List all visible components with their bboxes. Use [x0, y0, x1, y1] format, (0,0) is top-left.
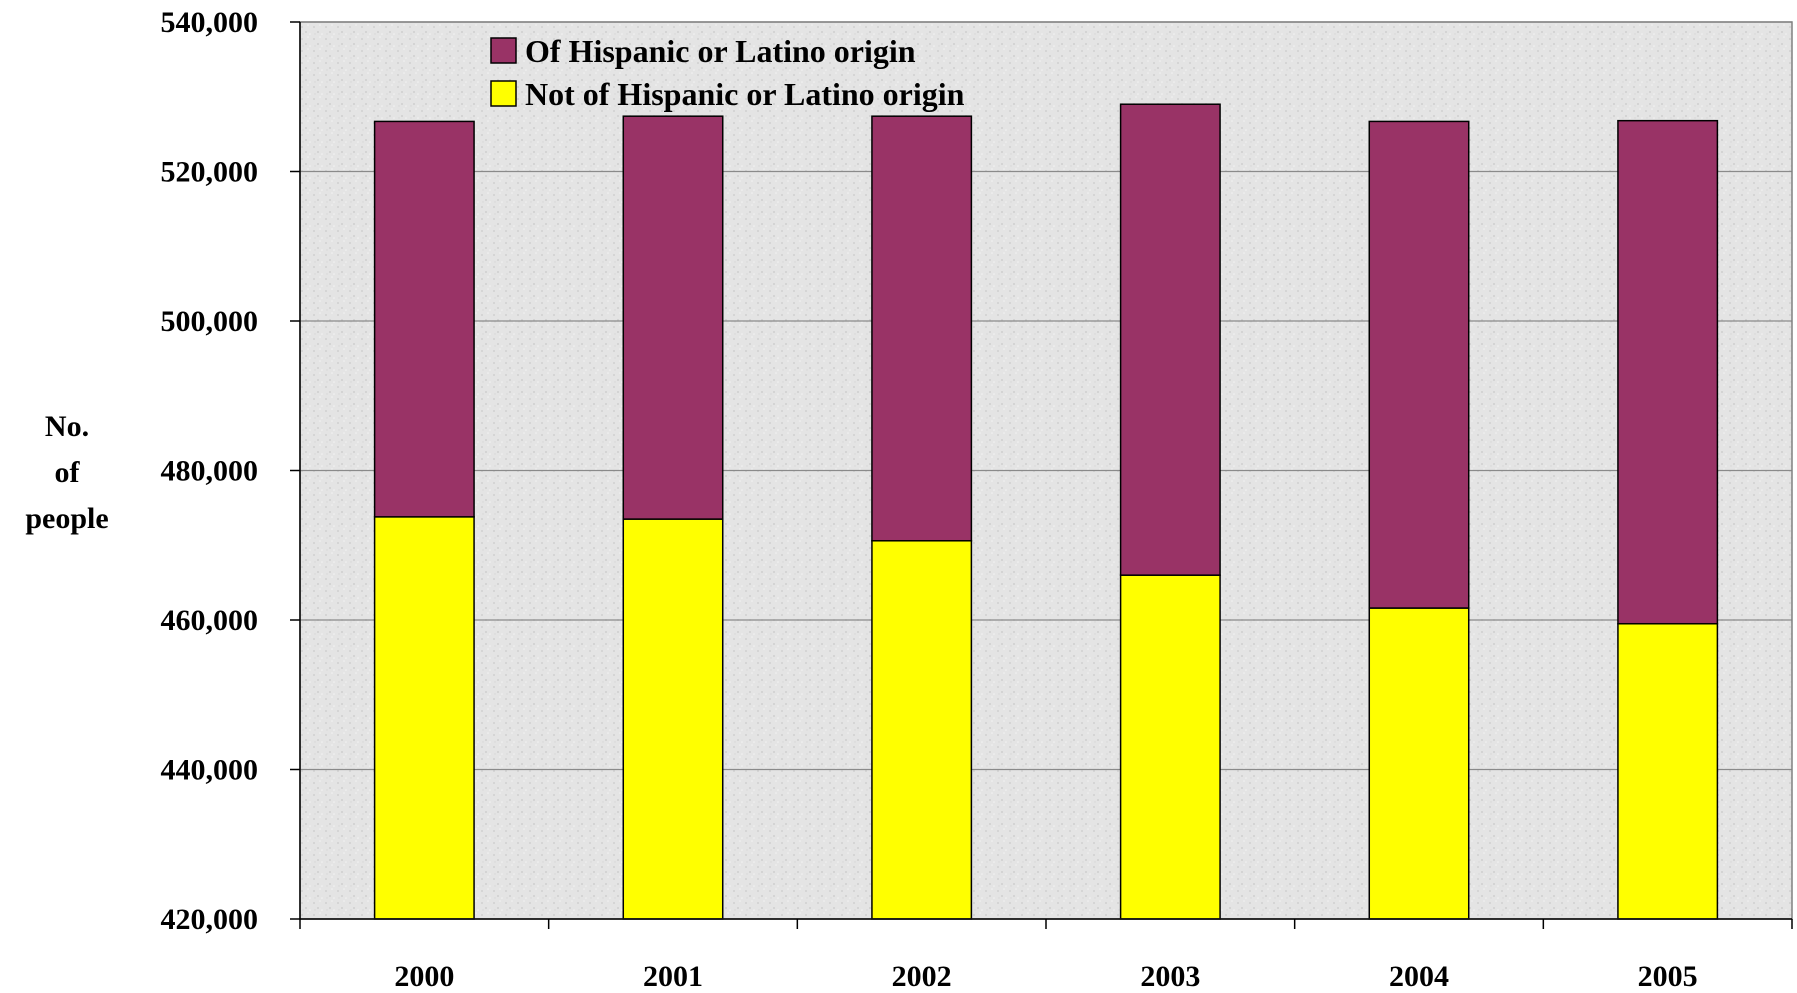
bars	[373, 103, 1719, 920]
bar-segment-not-hispanic-2003	[1119, 574, 1221, 920]
bar-segment-not-hispanic-2002	[871, 540, 973, 920]
x-tick-label: 2004	[1389, 960, 1449, 993]
bar-segment-not-hispanic-2001	[622, 518, 724, 920]
legend-label-hispanic: Of Hispanic or Latino origin	[525, 33, 916, 69]
y-tick-label: 500,000	[161, 305, 259, 338]
bar-segment-not-hispanic-2000	[373, 516, 475, 920]
y-axis-title-line-2: of	[55, 456, 81, 489]
bar-segment-hispanic-2003	[1119, 103, 1221, 576]
x-tick-label: 2005	[1638, 960, 1698, 993]
bar-segment-hispanic-2001	[622, 115, 724, 520]
legend-label-not-hispanic: Not of Hispanic or Latino origin	[525, 76, 965, 112]
legend: Of Hispanic or Latino origin Not of Hisp…	[490, 33, 965, 112]
x-tick-label: 2002	[892, 960, 952, 993]
bar-segment-hispanic-2005	[1617, 119, 1719, 625]
y-tick-label: 540,000	[161, 6, 259, 39]
y-tick-label: 440,000	[161, 754, 259, 787]
y-tick-label: 480,000	[161, 455, 259, 488]
legend-swatch-hispanic	[490, 37, 517, 64]
bar-segment-not-hispanic-2005	[1617, 622, 1719, 920]
x-tick-label: 2001	[643, 960, 703, 993]
y-tick-label: 460,000	[161, 604, 259, 637]
bar-segment-hispanic-2004	[1368, 120, 1470, 609]
bar-segment-hispanic-2002	[871, 115, 973, 542]
x-tick-label: 2000	[394, 960, 454, 993]
y-axis-ticks: 420,000 440,000 460,000 480,000 500,000 520,0…	[161, 6, 300, 936]
x-tick-label: 2003	[1140, 960, 1200, 993]
y-tick-label: 520,000	[161, 156, 259, 189]
y-axis-title-line-3: people	[25, 502, 108, 535]
legend-swatch-not-hispanic	[490, 80, 517, 107]
bar-segment-not-hispanic-2004	[1368, 607, 1470, 920]
x-axis-ticks: 2000 2001 2002 2003 2004 2005	[299, 919, 1793, 993]
bar-segment-hispanic-2000	[373, 120, 475, 518]
y-tick-label: 420,000	[161, 903, 259, 936]
y-axis-title-line-1: No.	[45, 410, 89, 443]
